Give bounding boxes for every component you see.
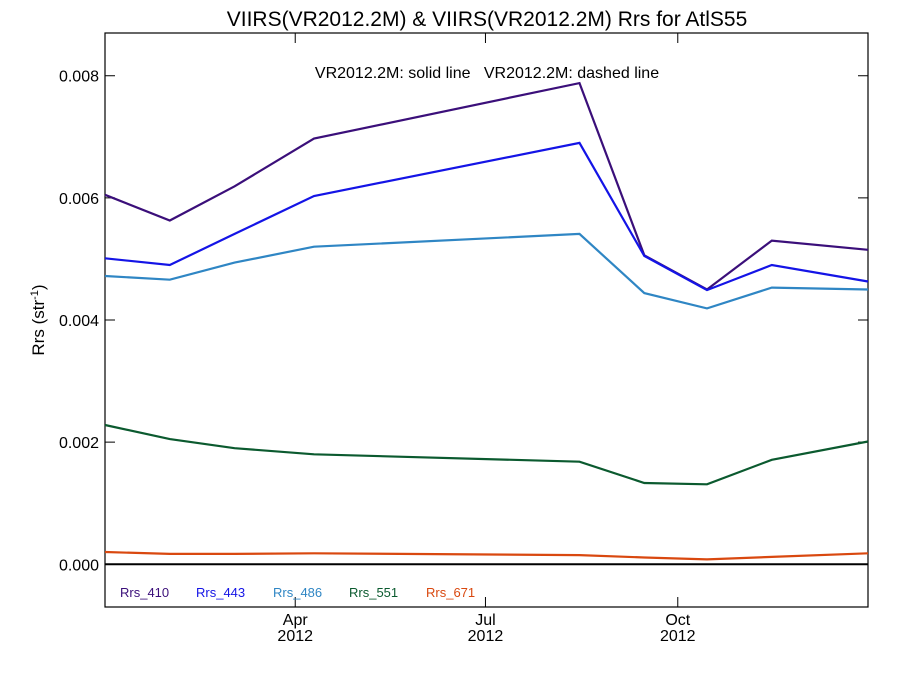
- chart-annotation: VR2012.2M: solid line VR2012.2M: dashed …: [315, 65, 659, 82]
- x-tick-label-year: 2012: [468, 628, 504, 645]
- series-line-rrs-671: [104, 550, 869, 561]
- plot-area: 0.0000.0020.0040.0060.008Apr2012Jul2012O…: [59, 32, 869, 645]
- x-tick-label-year: 2012: [660, 628, 696, 645]
- chart-title: VIIRS(VR2012.2M) & VIIRS(VR2012.2M) Rrs …: [227, 8, 748, 31]
- plot-frame: [104, 32, 869, 608]
- legend-entry: Rrs_551: [349, 585, 398, 600]
- legend-entry: Rrs_443: [196, 585, 245, 600]
- legend-entry: Rrs_671: [426, 585, 475, 600]
- x-tick-label-month: Oct: [665, 612, 690, 629]
- y-tick-label: 0.008: [59, 69, 99, 86]
- series-line-rrs-410: [104, 81, 869, 291]
- y-tick-label: 0.002: [59, 435, 99, 452]
- series-line-rrs-486: [104, 232, 869, 310]
- y-axis-label-sup: -1: [29, 290, 41, 300]
- y-tick-label: 0.004: [59, 313, 99, 330]
- y-tick-label: 0.006: [59, 191, 99, 208]
- y-axis-label: Rrs (str-1): [29, 284, 48, 355]
- legend-entry: Rrs_410: [120, 585, 169, 600]
- y-axis-label-text: Rrs (str: [29, 300, 48, 356]
- x-tick-label-month: Jul: [475, 612, 495, 629]
- x-tick-label-month: Apr: [283, 612, 309, 629]
- legend-entry: Rrs_486: [273, 585, 322, 600]
- series-line-rrs-443: [104, 141, 869, 292]
- y-tick-label: 0.000: [59, 557, 99, 574]
- y-axis-label-close: ): [29, 284, 48, 290]
- series-line-rrs-551: [104, 423, 869, 486]
- x-tick-label-year: 2012: [277, 628, 313, 645]
